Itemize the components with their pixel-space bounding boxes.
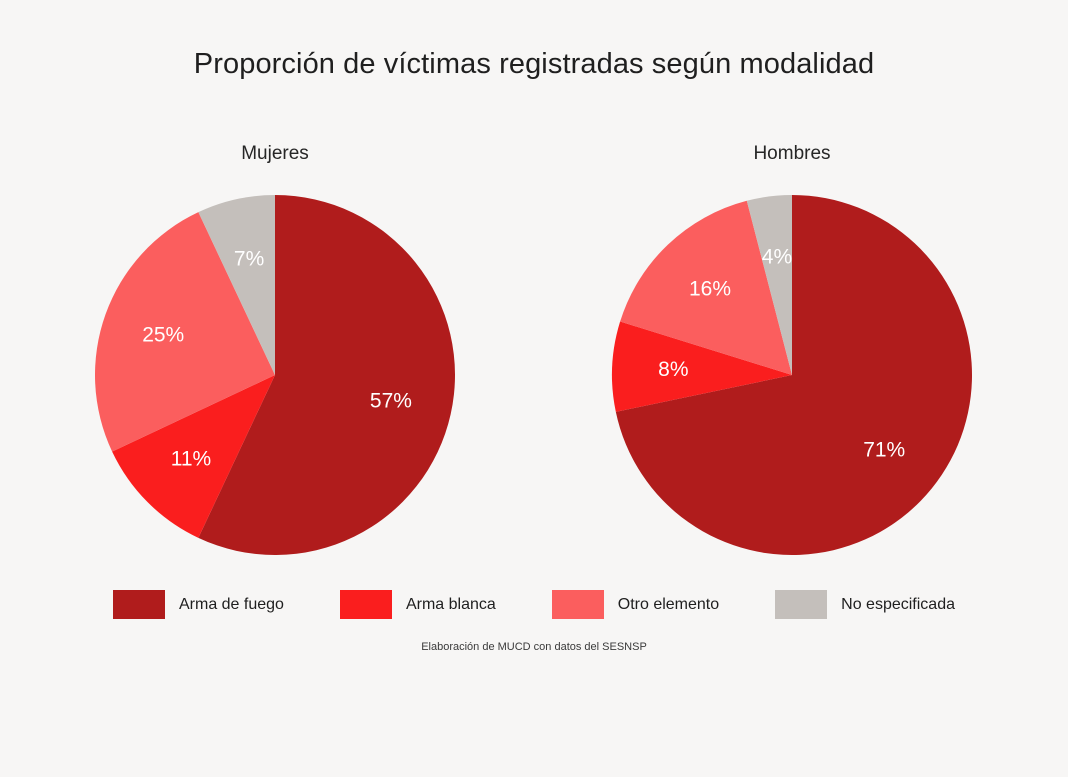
legend-swatch-arma-de-fuego xyxy=(112,590,165,619)
pie-slice-hombres-no-especificada[interactable] xyxy=(746,195,792,375)
pie-slice-mujeres-arma-blanca[interactable] xyxy=(112,375,275,538)
legend-label-no-especificada: No especificada xyxy=(841,595,955,613)
chart-legend: Arma de fuego Arma blanca Otro elemento No … xyxy=(0,590,1068,619)
pie-label-hombres-arma-de-fuego: 71% xyxy=(863,438,905,461)
pie-chart-hombres: 71% 8% 16% 4% xyxy=(612,195,973,555)
pie-label-mujeres-arma-blanca: 11% xyxy=(171,448,211,471)
panel-title-mujeres: Mujeres xyxy=(241,143,309,164)
legend-item-arma-de-fuego[interactable]: Arma de fuego xyxy=(112,590,284,619)
pie-label-hombres-otro-elemento: 16% xyxy=(689,278,731,301)
pie-label-mujeres-otro-elemento: 25% xyxy=(142,323,184,346)
pie-slice-hombres-otro-elemento[interactable] xyxy=(620,200,792,375)
pie-svg-hombres: 71% 8% 16% 4% xyxy=(612,195,973,555)
pie-label-hombres-no-especificada: 4% xyxy=(762,246,792,269)
legend-swatch-otro-elemento xyxy=(551,590,604,619)
legend-item-no-especificada[interactable]: No especificada xyxy=(775,590,955,619)
pie-label-mujeres-no-especificada: 7% xyxy=(234,248,264,271)
pie-label-hombres-arma-blanca: 8% xyxy=(658,358,688,381)
legend-item-otro-elemento[interactable]: Otro elemento xyxy=(551,590,720,619)
pie-svg-mujeres: 57% 11% 25% 7% xyxy=(94,195,455,555)
legend-label-otro-elemento: Otro elemento xyxy=(617,595,720,613)
chart-title: Proporción de víctimas registradas según… xyxy=(193,48,875,80)
pie-slice-mujeres-otro-elemento[interactable] xyxy=(94,212,275,452)
legend-label-arma-blanca: Arma blanca xyxy=(405,595,496,613)
pie-slice-mujeres-no-especificada[interactable] xyxy=(198,195,275,375)
legend-swatch-no-especificada xyxy=(775,590,828,619)
panel-title-hombres: Hombres xyxy=(753,143,831,164)
pie-chart-mujeres: 57% 11% 25% 7% xyxy=(94,195,455,555)
legend-item-arma-blanca[interactable]: Arma blanca xyxy=(339,590,496,619)
pie-slice-hombres-arma-de-fuego[interactable] xyxy=(615,195,973,555)
legend-label-arma-de-fuego: Arma de fuego xyxy=(178,595,284,613)
pie-label-mujeres-arma-de-fuego: 57% xyxy=(370,389,412,412)
chart-footnote: Elaboración de MUCD con datos del SESNSP xyxy=(421,641,647,653)
pie-slice-hombres-arma-blanca[interactable] xyxy=(612,321,792,412)
legend-swatch-arma-blanca xyxy=(339,590,392,619)
pie-slice-mujeres-arma-de-fuego[interactable] xyxy=(198,195,455,555)
